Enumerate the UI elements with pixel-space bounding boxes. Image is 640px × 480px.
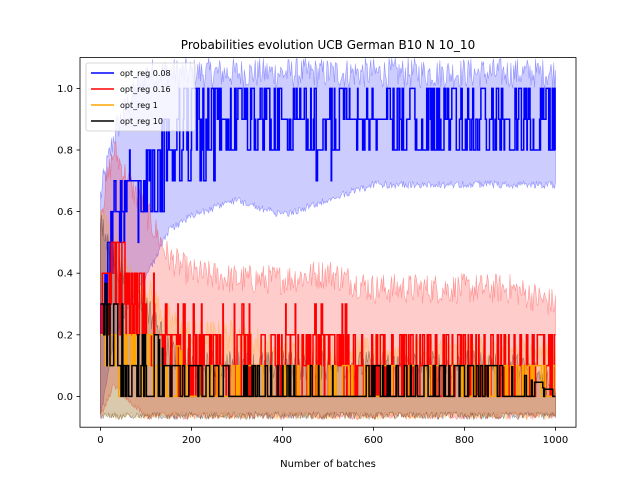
y-tick-label: 0.6	[57, 207, 73, 218]
x-tick-label: 400	[273, 435, 292, 446]
band-1	[100, 140, 556, 421]
legend-box	[85, 62, 196, 132]
series-line-0	[100, 87, 556, 336]
x-tick-label: 200	[182, 435, 201, 446]
y-tick-label: 0.8	[57, 146, 73, 157]
legend: opt_reg 0.08 opt_reg 0.16 opt_reg 1 opt_reg…	[85, 62, 196, 132]
x-tick-label: 0	[97, 435, 103, 446]
y-tick-label: 0.0	[57, 392, 73, 403]
y-tick-label: 1.0	[57, 84, 73, 95]
axes-frame	[79, 57, 577, 428]
y-tick-label: 0.2	[57, 330, 73, 341]
x-axis: 0 200 400 600 800 1000	[97, 427, 568, 446]
x-tick-label: 600	[364, 435, 383, 446]
x-axis-label: Number of batches	[280, 459, 376, 470]
legend-label-2: opt_reg 1	[120, 101, 158, 110]
series-lines	[100, 87, 556, 398]
legend-label-0: opt_reg 0.08	[120, 69, 171, 78]
series-line-3	[100, 282, 556, 398]
x-tick-label: 1000	[543, 435, 568, 446]
y-axis: 0.0 0.2 0.4 0.6 0.8 1.0	[57, 84, 80, 403]
x-tick-label: 800	[455, 435, 474, 446]
y-tick-label: 0.4	[57, 269, 73, 280]
legend-label-1: opt_reg 0.16	[120, 85, 171, 94]
chart-title: Probabilities evolution UCB German B10 N…	[181, 38, 475, 52]
legend-label-3: opt_reg 10	[120, 117, 163, 126]
